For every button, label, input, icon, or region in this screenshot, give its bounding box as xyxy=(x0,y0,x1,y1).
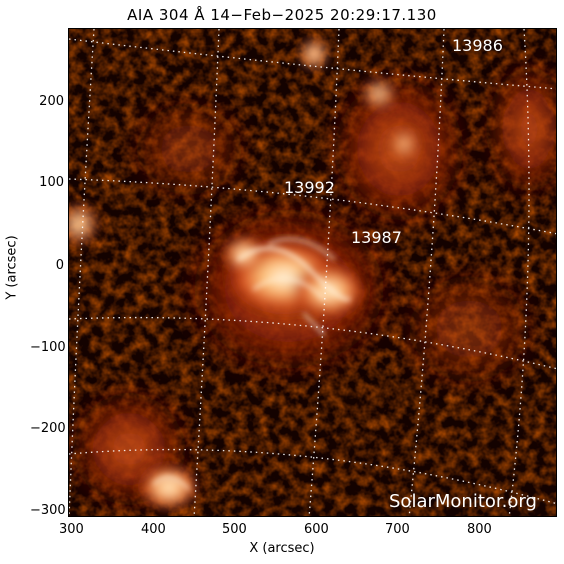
x-tick-400: 400 xyxy=(141,522,166,537)
y-tick-0: 0 xyxy=(55,258,64,273)
y-tick-minus-300: −300 xyxy=(30,503,66,518)
x-tick-300: 300 xyxy=(59,522,84,537)
x-tick-700: 700 xyxy=(385,522,410,537)
watermark: SolarMonitor.org xyxy=(389,491,537,512)
x-tick-800: 800 xyxy=(467,522,492,537)
region-label-13992: 13992 xyxy=(284,178,335,197)
solar-image: 13986 13992 13987 SolarMonitor.org xyxy=(69,29,556,516)
y-tick-minus-100: −100 xyxy=(30,340,66,355)
region-label-13986: 13986 xyxy=(452,36,503,55)
y-axis-title: Y (arcsec) xyxy=(4,235,20,300)
y-tick-minus-200: −200 xyxy=(30,421,66,436)
x-tick-500: 500 xyxy=(222,522,247,537)
solar-image-frame: 13986 13992 13987 SolarMonitor.org xyxy=(68,28,557,517)
region-label-13987: 13987 xyxy=(351,228,402,247)
bright-loops xyxy=(153,238,351,490)
x-tick-600: 600 xyxy=(304,522,329,537)
heliographic-grid xyxy=(69,29,556,516)
active-region-cores xyxy=(69,38,418,511)
y-tick-100: 100 xyxy=(39,175,64,190)
image-title: AIA 304 Å 14−Feb−2025 20:29:17.130 xyxy=(127,6,437,24)
x-axis-title: X (arcsec) xyxy=(249,541,315,556)
y-tick-200: 200 xyxy=(39,94,64,109)
